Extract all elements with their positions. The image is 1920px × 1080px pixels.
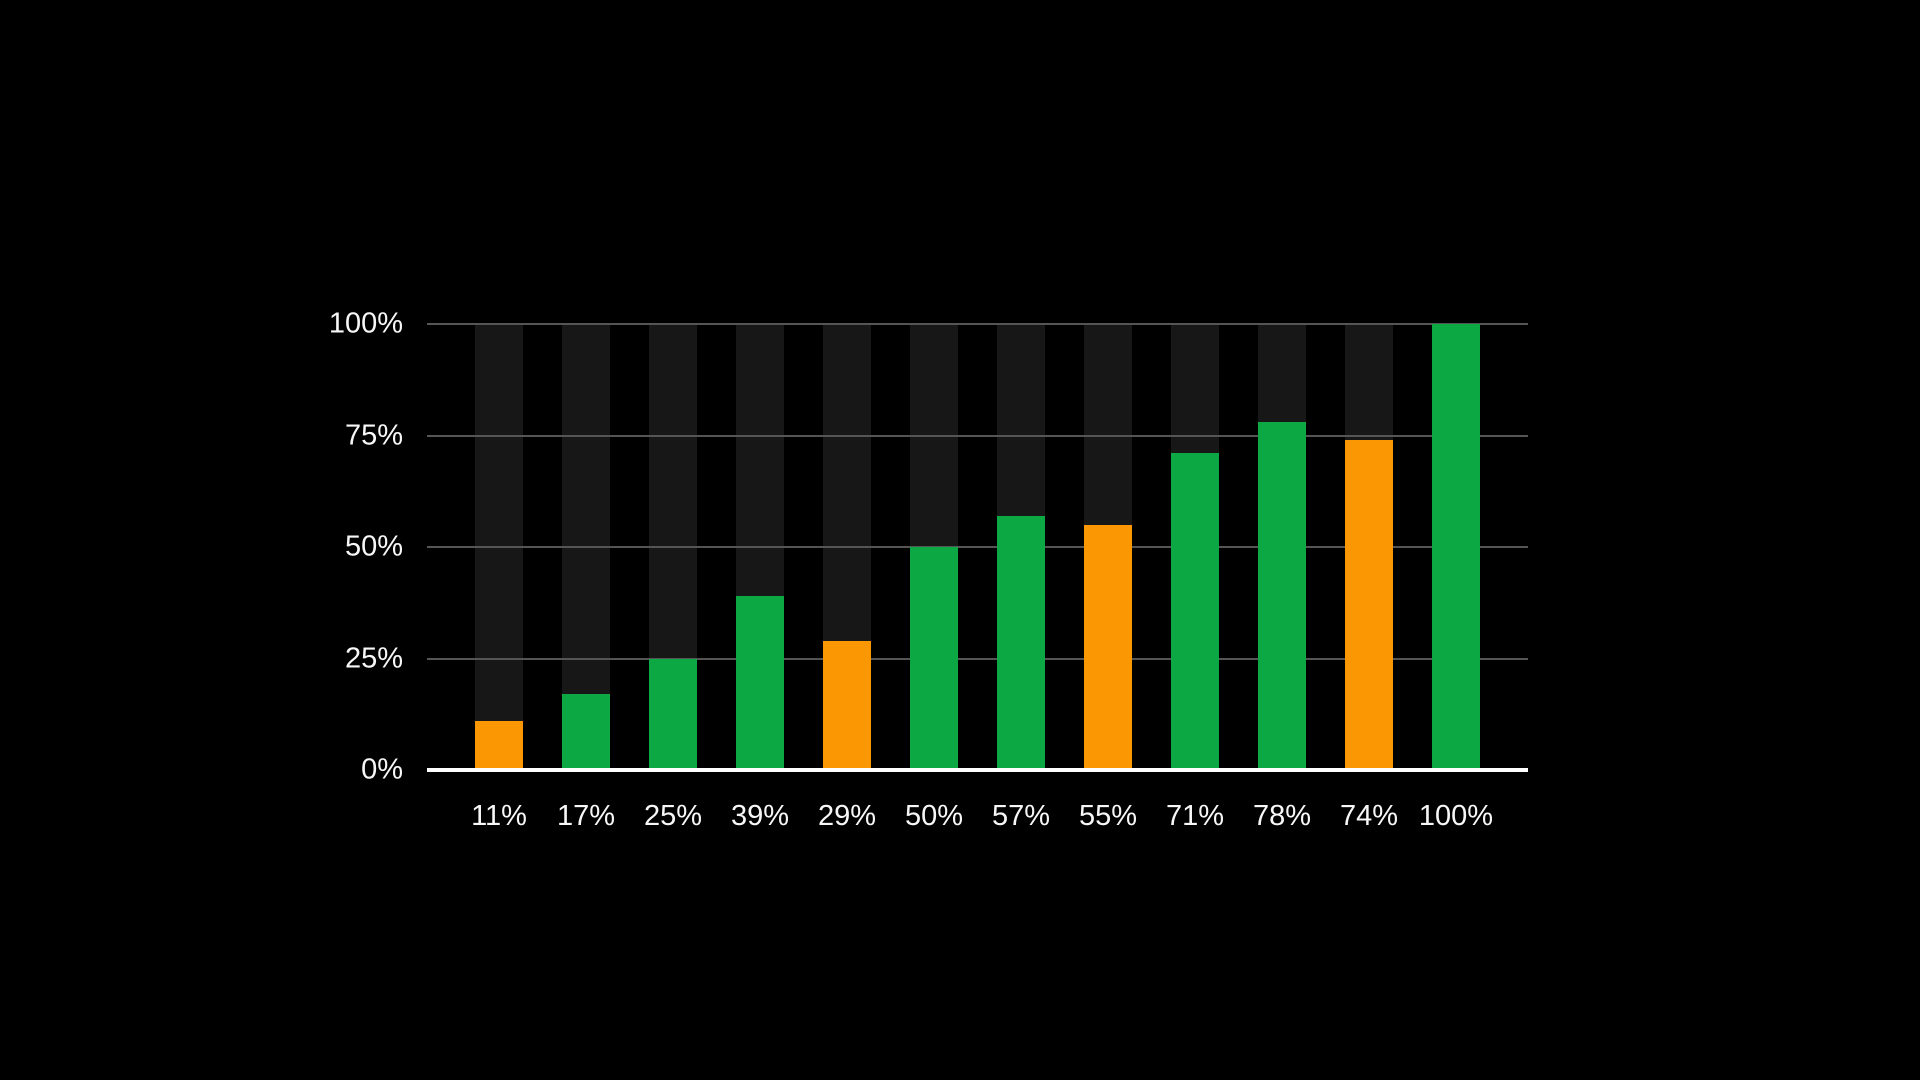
bar-orange	[823, 640, 871, 770]
bar-green	[910, 547, 958, 770]
x-axis-tick-label: 57%	[991, 800, 1051, 832]
gridline-25	[427, 657, 1528, 660]
y-axis-tick-label: 0%	[361, 753, 403, 786]
bar-green	[1258, 422, 1306, 770]
y-axis-tick-label: 100%	[328, 307, 403, 340]
bar-green	[1171, 453, 1219, 770]
bar-slot	[1084, 324, 1132, 770]
bar-green	[649, 658, 697, 770]
bar-slot	[1171, 324, 1219, 770]
x-axis-tick-label: 17%	[556, 800, 616, 832]
bar-green	[1432, 324, 1480, 770]
bar-slot	[997, 324, 1045, 770]
x-axis-line	[427, 768, 1528, 772]
y-axis-tick-label: 25%	[344, 642, 403, 674]
bar-chart: 0% 25% 50% 75% 100% 11% 17% 25% 39% 29% 50% 57% 55%…	[329, 309, 1528, 831]
gridline-100	[427, 323, 1528, 325]
gridline-75	[427, 434, 1528, 437]
x-axis-tick-label: 55%	[1078, 800, 1138, 832]
bar-orange	[475, 720, 523, 770]
bar-slot	[1258, 324, 1306, 770]
x-axis-tick-label: 25%	[643, 800, 703, 832]
bar-slot	[1345, 324, 1393, 770]
x-axis-tick-label: 71%	[1165, 800, 1225, 832]
y-axis-tick-label: 75%	[344, 419, 403, 451]
x-axis-tick-label: 11%	[471, 800, 527, 832]
x-axis-tick-label: 50%	[904, 800, 964, 832]
x-axis-tick-label: 29%	[817, 800, 877, 832]
x-axis-tick-label: 78%	[1252, 800, 1312, 832]
bar-slot	[910, 324, 958, 770]
x-axis-labels: 11% 17% 25% 39% 29% 50% 57% 55% 71% 78% 74% 100%	[427, 802, 1528, 831]
bar-orange	[1084, 524, 1132, 770]
y-axis-tick-label: 50%	[344, 530, 403, 563]
bar-slot	[1432, 324, 1480, 770]
bar-green	[736, 596, 784, 770]
bar-green	[562, 694, 610, 770]
x-axis-tick-label: 100%	[1418, 800, 1494, 832]
bar-orange	[1345, 439, 1393, 770]
gridline-50	[427, 546, 1528, 548]
bar-green	[997, 515, 1045, 770]
x-axis-tick-label: 74%	[1339, 800, 1399, 832]
x-axis-tick-label: 39%	[730, 800, 790, 832]
